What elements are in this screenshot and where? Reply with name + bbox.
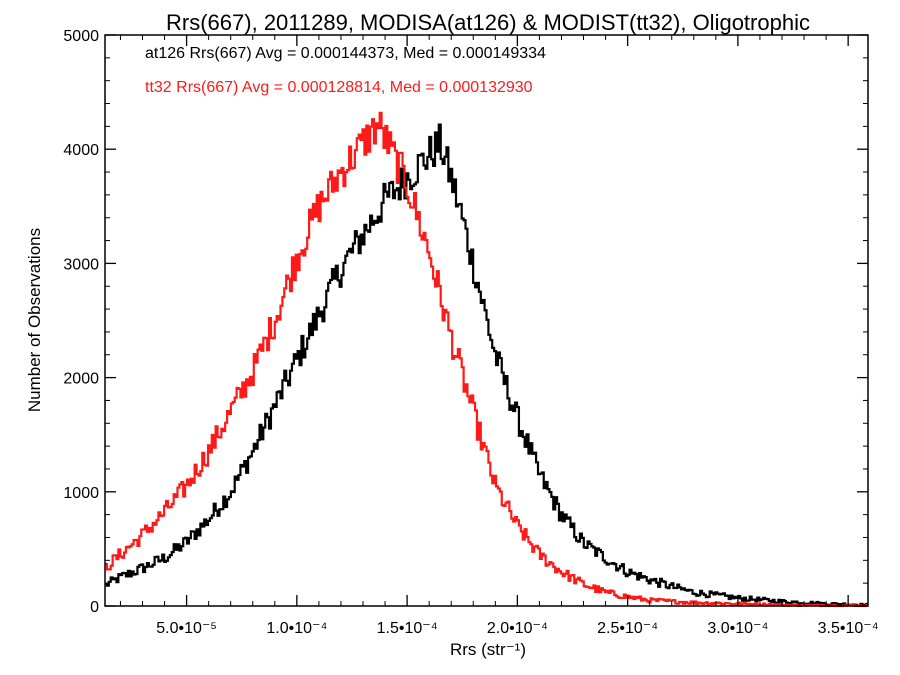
- x-tick-label: 3.5•10⁻⁴: [818, 620, 879, 637]
- y-tick-label: 1000: [63, 485, 99, 502]
- plot-frame: [104, 34, 869, 607]
- y-tick-label: 4000: [63, 142, 99, 159]
- x-tick-label: 5.0•10⁻⁵: [156, 620, 217, 637]
- series-tt32-histogram: [105, 111, 868, 608]
- x-tick-label: 3.0•10⁻⁴: [707, 620, 768, 637]
- stat-annotation-tt32: tt32 Rrs(667) Avg = 0.000128814, Med = 0…: [145, 79, 533, 96]
- axis-layer: 0 1000 2000 3000 4000 5000 5.0•10⁻⁵ 1.0•10⁻⁴ 1.5…: [63, 28, 878, 637]
- y-tick-label: 3000: [63, 256, 99, 273]
- x-tick-label: 2.5•10⁻⁴: [597, 620, 658, 637]
- x-tick-label: 2.0•10⁻⁴: [487, 620, 548, 637]
- stat-annotation-at126: at126 Rrs(667) Avg = 0.000144373, Med = …: [145, 45, 546, 62]
- x-tick-label: 1.5•10⁻⁴: [377, 620, 438, 637]
- chart-title: Rrs(667), 2011289, MODISA(at126) & MODIS…: [166, 10, 810, 35]
- y-tick-label: 5000: [63, 28, 99, 45]
- y-tick-label: 2000: [63, 371, 99, 388]
- x-axis-label: Rrs (str⁻¹): [450, 640, 526, 659]
- x-tick-label: 1.0•10⁻⁴: [266, 620, 327, 637]
- series-layer: [105, 111, 868, 608]
- y-axis-label: Number of Observations: [25, 228, 44, 412]
- y-tick-label: 0: [90, 599, 99, 616]
- series-at126-histogram: [105, 123, 868, 607]
